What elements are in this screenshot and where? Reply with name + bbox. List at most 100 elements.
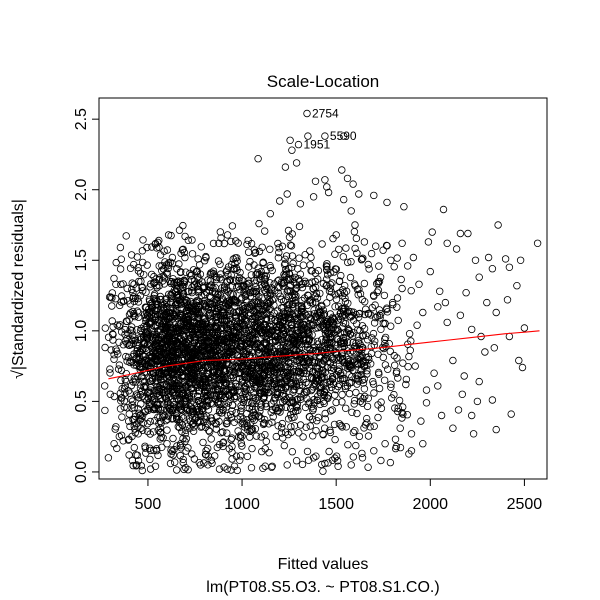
data-point bbox=[179, 455, 187, 464]
data-point bbox=[275, 248, 283, 257]
data-point bbox=[109, 323, 117, 331]
data-point bbox=[400, 202, 408, 211]
data-point bbox=[233, 392, 241, 401]
data-point bbox=[259, 311, 268, 319]
data-point bbox=[240, 396, 248, 404]
data-point bbox=[128, 401, 136, 409]
data-point bbox=[223, 325, 231, 333]
data-point bbox=[255, 247, 264, 256]
data-point bbox=[117, 280, 125, 289]
data-point bbox=[182, 323, 190, 331]
data-point bbox=[173, 341, 182, 350]
data-point bbox=[241, 292, 249, 300]
data-point bbox=[407, 287, 415, 295]
data-point bbox=[278, 419, 286, 428]
data-point bbox=[180, 321, 188, 329]
data-point bbox=[241, 387, 249, 396]
data-point bbox=[117, 366, 126, 375]
data-point bbox=[142, 288, 150, 296]
data-point bbox=[267, 286, 276, 294]
data-point bbox=[331, 435, 339, 444]
data-point bbox=[355, 190, 363, 198]
data-point bbox=[190, 398, 198, 406]
data-point bbox=[301, 250, 309, 259]
data-point bbox=[136, 362, 144, 370]
data-point bbox=[188, 330, 197, 338]
data-point bbox=[157, 331, 166, 339]
data-point bbox=[112, 423, 120, 431]
data-point bbox=[168, 259, 177, 268]
data-point bbox=[150, 328, 159, 337]
data-point bbox=[143, 312, 152, 320]
data-point bbox=[223, 419, 231, 427]
data-point bbox=[197, 291, 206, 300]
data-point bbox=[188, 271, 196, 279]
data-point bbox=[358, 454, 367, 462]
data-point bbox=[169, 305, 178, 313]
data-point bbox=[422, 386, 431, 394]
data-point bbox=[283, 461, 291, 469]
data-point bbox=[243, 452, 252, 461]
data-point bbox=[118, 394, 126, 402]
data-point bbox=[306, 261, 314, 269]
data-point bbox=[173, 327, 181, 335]
data-point bbox=[262, 266, 270, 275]
data-point bbox=[106, 365, 114, 373]
data-point bbox=[505, 332, 514, 341]
data-point bbox=[194, 297, 202, 305]
data-point bbox=[286, 136, 294, 144]
data-point bbox=[258, 294, 266, 302]
data-point bbox=[210, 452, 219, 460]
data-point bbox=[104, 454, 113, 462]
data-point bbox=[255, 355, 264, 363]
data-point bbox=[192, 306, 200, 314]
data-point bbox=[386, 458, 395, 467]
data-point bbox=[250, 277, 258, 285]
data-point bbox=[289, 259, 297, 268]
data-point bbox=[108, 302, 116, 310]
data-point bbox=[199, 438, 207, 447]
data-point bbox=[180, 345, 188, 353]
data-point bbox=[321, 176, 329, 184]
data-point bbox=[319, 467, 327, 475]
data-point bbox=[184, 311, 193, 320]
data-point bbox=[239, 415, 247, 423]
data-point bbox=[174, 277, 183, 285]
data-point bbox=[293, 284, 301, 292]
data-point bbox=[157, 394, 165, 403]
data-point bbox=[347, 461, 355, 469]
data-point bbox=[291, 293, 299, 302]
data-point bbox=[153, 348, 162, 356]
data-point bbox=[199, 358, 207, 366]
data-point bbox=[167, 450, 175, 458]
data-point bbox=[157, 419, 165, 427]
data-point bbox=[178, 283, 187, 291]
data-point bbox=[338, 166, 346, 174]
data-point bbox=[198, 319, 207, 327]
data-point bbox=[217, 347, 226, 355]
data-point bbox=[239, 281, 248, 289]
data-point bbox=[290, 361, 298, 370]
data-point bbox=[231, 237, 240, 245]
data-point bbox=[306, 247, 314, 255]
x-axis-sublabel: lm(PT08.S5.O3. ~ PT08.S1.CO.) bbox=[206, 579, 439, 596]
data-point bbox=[178, 246, 187, 254]
data-point bbox=[214, 398, 222, 407]
data-point bbox=[181, 333, 189, 341]
data-point bbox=[161, 321, 169, 329]
data-point bbox=[307, 267, 315, 275]
data-point bbox=[200, 388, 209, 396]
data-point bbox=[238, 356, 247, 364]
data-point bbox=[261, 415, 269, 424]
data-point bbox=[208, 382, 216, 390]
data-point bbox=[224, 412, 232, 420]
data-point bbox=[241, 350, 250, 359]
data-point bbox=[456, 229, 465, 238]
data-point bbox=[345, 389, 354, 398]
data-point bbox=[351, 221, 359, 229]
data-point bbox=[220, 317, 229, 326]
data-point bbox=[262, 402, 270, 411]
data-point bbox=[475, 377, 483, 386]
data-point bbox=[214, 376, 222, 384]
